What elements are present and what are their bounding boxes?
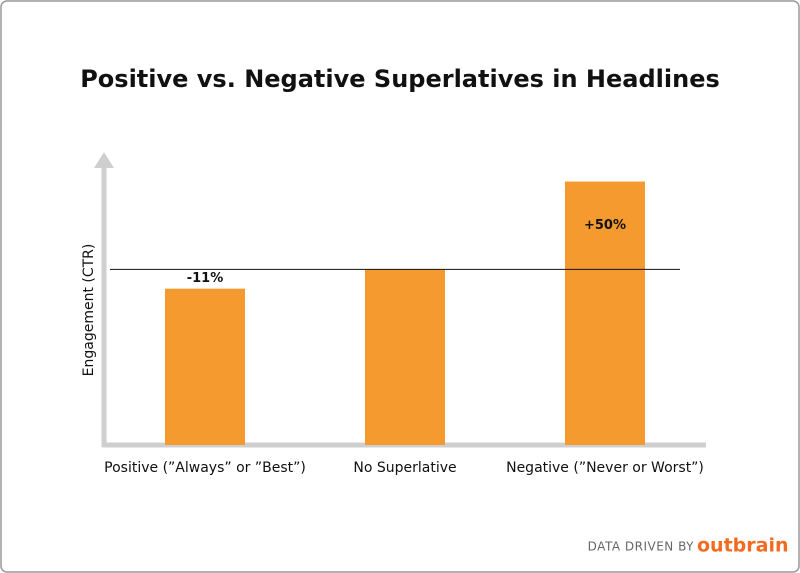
x-tick-label: Positive (”Always” or ”Best”) bbox=[104, 460, 306, 476]
value-label: -11% bbox=[187, 271, 224, 286]
bar bbox=[365, 269, 445, 445]
x-tick-label: Negative (”Never or Worst”) bbox=[506, 460, 704, 476]
x-tick-label: No Superlative bbox=[353, 460, 456, 476]
footer: DATA DRIVEN BY bbox=[588, 540, 695, 554]
bar bbox=[565, 181, 645, 445]
bar bbox=[165, 288, 245, 445]
brand-logo: outbrain bbox=[697, 535, 789, 557]
y-axis-arrow bbox=[94, 152, 114, 168]
chart-title: Positive vs. Negative Superlatives in He… bbox=[80, 65, 720, 93]
value-label: +50% bbox=[584, 218, 626, 233]
y-axis-label: Engagement (CTR) bbox=[81, 244, 97, 377]
